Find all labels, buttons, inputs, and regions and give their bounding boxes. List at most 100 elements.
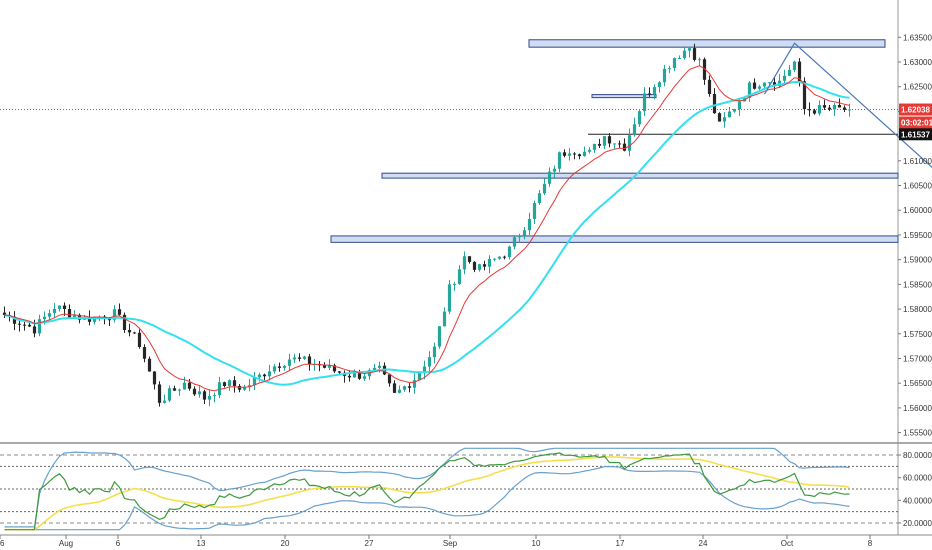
candle-body <box>397 389 402 393</box>
candle-body <box>432 346 437 358</box>
candle-body <box>117 309 122 315</box>
candle-body <box>252 377 257 386</box>
candle-body <box>552 168 557 172</box>
candle-body <box>157 384 162 403</box>
price-tick-label: 1.60000 <box>903 206 932 215</box>
candle-body <box>422 366 427 373</box>
candle-body <box>832 105 837 110</box>
time-tick-label: Sep <box>443 539 458 548</box>
candle-body <box>757 86 762 89</box>
candle-body <box>192 388 197 395</box>
current-price-label: 1.62038 <box>901 106 930 115</box>
time-tick-label: Oct <box>781 539 794 548</box>
candle-body <box>272 366 277 372</box>
price-tick-label: 1.58500 <box>903 280 932 289</box>
rsi-tick-label: 20.0000 <box>903 519 932 528</box>
candle-body <box>717 113 722 122</box>
candle-body <box>32 326 37 334</box>
price-tick-label: 1.60500 <box>903 182 932 191</box>
candle-body <box>807 109 812 111</box>
candle-body <box>642 93 647 112</box>
candle-body <box>627 135 632 151</box>
support-price-label: 1.61537 <box>901 130 930 139</box>
support-resistance-zone[interactable] <box>591 94 657 99</box>
candle-body <box>632 124 637 136</box>
candle-body <box>697 59 702 61</box>
support-price-label-bg <box>899 128 932 141</box>
candle-body <box>582 151 587 157</box>
candle-body <box>12 316 17 324</box>
candle-body <box>827 107 832 110</box>
candle-body <box>232 380 237 386</box>
candle-body <box>622 143 627 151</box>
time-tick-label: 8 <box>868 539 873 548</box>
price-tick-label: 1.63000 <box>903 58 932 67</box>
fast-moving-average-line <box>4 65 850 392</box>
support-resistance-zone[interactable] <box>330 235 899 243</box>
rsi-moving-average <box>4 456 850 531</box>
candle-body <box>497 256 502 259</box>
candle-body <box>772 82 777 87</box>
price-tick-label: 1.59500 <box>903 231 932 240</box>
candle-body <box>472 261 477 270</box>
candle-body <box>732 108 737 112</box>
candle-body <box>222 382 227 387</box>
candle-body <box>452 283 457 285</box>
candle-body <box>162 400 167 403</box>
rsi-tick-label: 40.0000 <box>903 496 932 505</box>
candle-body <box>387 374 392 384</box>
candle-body <box>467 256 472 262</box>
candle-body <box>547 171 552 184</box>
candle-body <box>577 154 582 157</box>
candle-body <box>572 153 577 155</box>
candle-body <box>107 319 112 321</box>
candle-body <box>477 264 482 270</box>
candle-body <box>52 308 57 314</box>
bar-countdown-label-bg <box>899 116 932 129</box>
rsi-upper-band <box>4 447 850 528</box>
candle-body <box>237 385 242 390</box>
candle-body <box>727 111 732 118</box>
projection-path[interactable] <box>763 42 932 219</box>
candle-body <box>57 305 62 309</box>
candle-body <box>302 356 307 359</box>
candle-body <box>297 357 302 359</box>
candle-body <box>687 48 692 51</box>
candle-body <box>752 82 757 89</box>
candle-body <box>37 319 42 334</box>
candle-body <box>492 258 497 260</box>
candle-body <box>62 305 67 309</box>
candle-body <box>182 382 187 390</box>
candle-body <box>402 386 407 390</box>
support-resistance-zone[interactable] <box>528 39 886 48</box>
candle-body <box>842 107 847 110</box>
candle-body <box>377 365 382 368</box>
candle-body <box>822 105 827 108</box>
candle-body <box>557 152 562 169</box>
candle-body <box>247 385 252 387</box>
candle-body <box>502 256 507 258</box>
candle-body <box>482 264 487 267</box>
candle-body <box>782 75 787 81</box>
candle-body <box>147 358 152 372</box>
candle-body <box>507 246 512 258</box>
candle-body <box>812 110 817 114</box>
candle-body <box>27 324 32 327</box>
candle-body <box>747 82 752 98</box>
candle-body <box>762 82 767 87</box>
candle-body <box>282 365 287 368</box>
candle-body <box>207 395 212 400</box>
time-tick-label: Aug <box>59 539 73 548</box>
candle-body <box>702 59 707 80</box>
candle-body <box>87 317 92 322</box>
support-resistance-zone[interactable] <box>381 172 899 179</box>
candle-body <box>767 82 772 84</box>
candle-body <box>737 101 742 109</box>
candle-body <box>347 375 352 378</box>
time-tick-label: 20 <box>281 539 290 548</box>
candle-body <box>427 357 432 367</box>
candle-body <box>22 324 27 326</box>
candle-body <box>522 230 527 236</box>
